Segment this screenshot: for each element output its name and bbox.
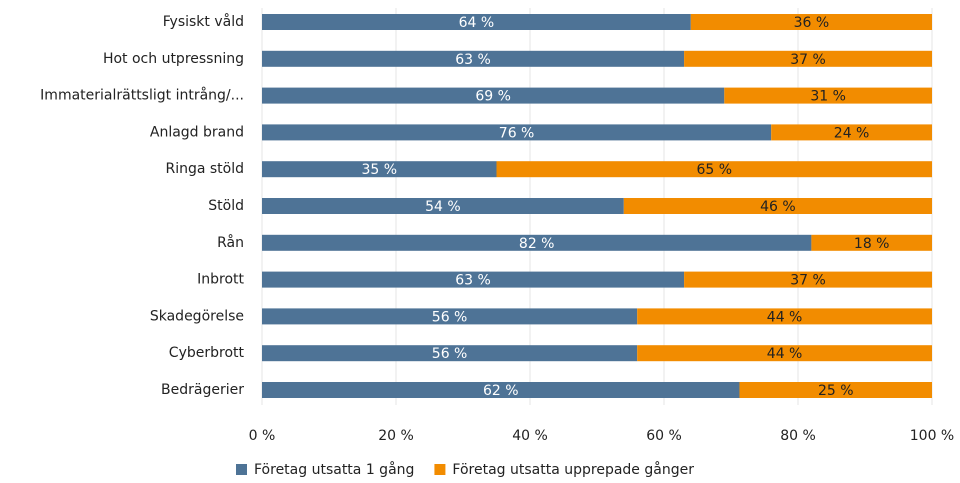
data-label: 44 % bbox=[767, 309, 803, 325]
x-tick-label: 60 % bbox=[646, 428, 682, 444]
data-label: 36 % bbox=[794, 15, 830, 31]
data-label: 63 % bbox=[455, 273, 491, 289]
data-label: 54 % bbox=[425, 199, 461, 215]
legend-swatch bbox=[434, 464, 446, 475]
bar-segment bbox=[684, 271, 932, 288]
y-tick-label: Hot och utpressning bbox=[103, 51, 244, 67]
data-label: 69 % bbox=[475, 89, 511, 105]
y-tick-label: Fysiskt våld bbox=[163, 13, 244, 30]
data-label: 37 % bbox=[790, 52, 826, 68]
bar-segment bbox=[637, 308, 932, 325]
bar-segment bbox=[690, 14, 932, 30]
legend-label: Företag utsatta 1 gång bbox=[254, 461, 414, 478]
data-label: 18 % bbox=[854, 236, 890, 252]
data-label: 44 % bbox=[767, 346, 803, 362]
data-label: 56 % bbox=[432, 346, 468, 362]
bar-segment bbox=[684, 50, 932, 67]
bar-segment bbox=[262, 345, 638, 362]
data-label: 76 % bbox=[499, 125, 535, 141]
data-label: 35 % bbox=[361, 162, 397, 178]
x-tick-label: 0 % bbox=[249, 428, 276, 444]
bar-segment bbox=[262, 50, 685, 67]
bar-segment bbox=[262, 308, 638, 325]
bar-segment bbox=[262, 382, 740, 398]
x-tick-label: 80 % bbox=[780, 428, 816, 444]
x-tick-label: 20 % bbox=[378, 428, 414, 444]
bar-segment bbox=[637, 345, 932, 362]
y-tick-label: Inbrott bbox=[197, 272, 244, 288]
y-tick-label: Cyberbrott bbox=[169, 345, 245, 361]
y-tick-label: Anlagd brand bbox=[150, 124, 244, 140]
legend-label: Företag utsatta upprepade gånger bbox=[452, 461, 694, 478]
bar-segment bbox=[262, 161, 497, 178]
bar-segment bbox=[724, 87, 932, 104]
x-tick-label: 40 % bbox=[512, 428, 548, 444]
data-label: 56 % bbox=[432, 309, 468, 325]
y-tick-label: Skadegörelse bbox=[150, 308, 244, 324]
y-tick-label: Ringa stöld bbox=[165, 161, 244, 177]
x-tick-label: 100 % bbox=[910, 428, 954, 444]
y-tick-label: Bedrägerier bbox=[161, 382, 244, 398]
data-label: 37 % bbox=[790, 273, 826, 289]
bar-segment bbox=[496, 161, 932, 178]
data-label: 25 % bbox=[818, 383, 854, 399]
bar-segment bbox=[262, 87, 725, 104]
y-tick-label: Immaterialrättsligt intrång/... bbox=[40, 87, 244, 104]
data-label: 31 % bbox=[810, 89, 846, 105]
legend-swatch bbox=[236, 464, 247, 475]
data-label: 46 % bbox=[760, 199, 796, 215]
bar-segment bbox=[262, 124, 772, 141]
bar-segment bbox=[811, 234, 932, 251]
data-label: 82 % bbox=[519, 236, 555, 252]
data-label: 63 % bbox=[455, 52, 491, 68]
y-tick-label: Rån bbox=[217, 234, 244, 251]
bar-segment bbox=[771, 124, 932, 141]
y-tick-label: Stöld bbox=[208, 198, 244, 214]
data-label: 64 % bbox=[459, 15, 495, 31]
bar-segment bbox=[262, 14, 691, 30]
bar-segment bbox=[262, 198, 624, 214]
data-label: 24 % bbox=[834, 125, 870, 141]
bar-segment bbox=[262, 234, 812, 251]
bar-segment bbox=[623, 198, 932, 214]
bar-segment bbox=[739, 382, 932, 398]
data-label: 62 % bbox=[483, 383, 519, 399]
bar-segment bbox=[262, 271, 685, 288]
data-label: 65 % bbox=[696, 162, 732, 178]
